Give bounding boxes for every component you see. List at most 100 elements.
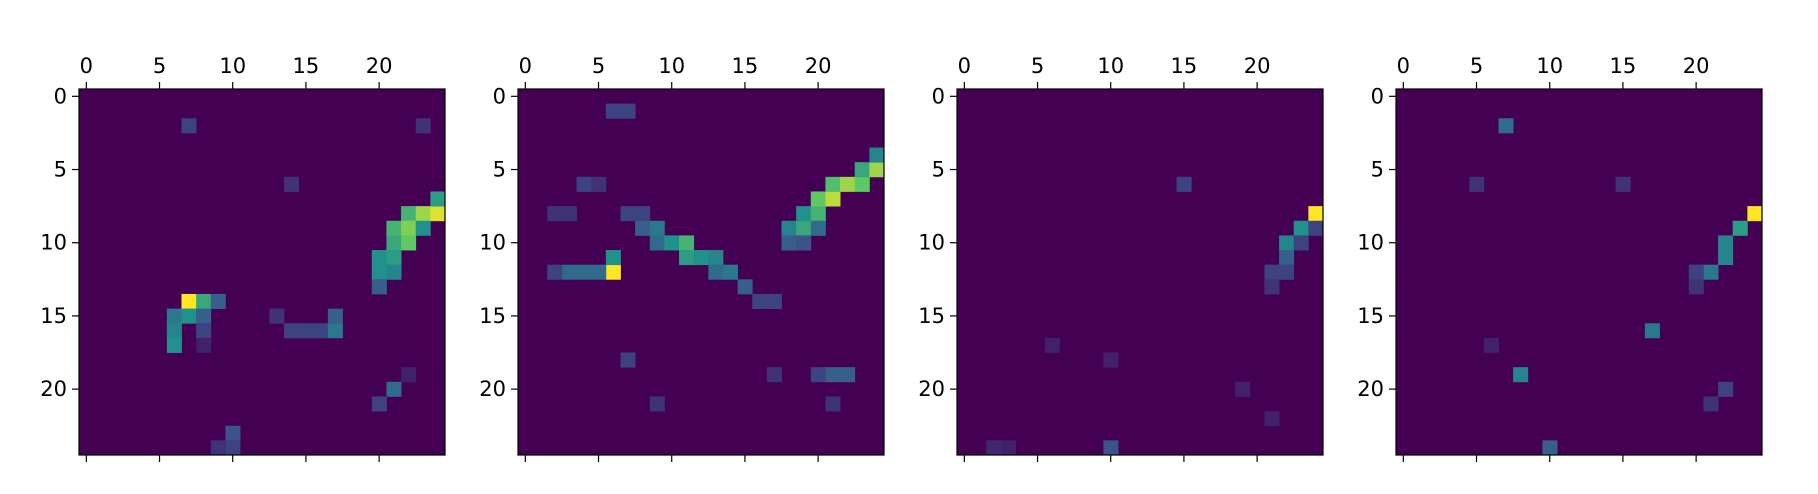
heatmap-cell <box>283 323 299 339</box>
heatmap-cell <box>825 191 841 207</box>
heatmap-cell <box>1293 235 1309 251</box>
heatmap-cell <box>1718 250 1734 266</box>
heatmap-cell <box>327 308 343 324</box>
heatmap-cell <box>430 191 446 207</box>
heatmap-cell <box>1688 264 1704 280</box>
heatmap-cell <box>1279 235 1295 251</box>
heatmap-cell <box>210 293 226 309</box>
heatmap-cell <box>810 367 826 383</box>
heatmap-cell <box>1308 206 1324 222</box>
heatmap-cell <box>576 176 592 192</box>
y-tick-label: 20 <box>1357 377 1384 401</box>
y-tick-label: 0 <box>1371 84 1384 108</box>
heatmap-cell <box>1703 264 1719 280</box>
x-tick-label: 10 <box>1097 54 1124 78</box>
y-tick-label: 20 <box>479 377 506 401</box>
heatmap-cell <box>210 440 226 456</box>
x-tick-label: 15 <box>1610 54 1637 78</box>
heatmap-cell <box>561 206 577 222</box>
heatmap-cell <box>1483 337 1499 353</box>
heatmap-cell <box>1000 440 1016 456</box>
heatmap-cell <box>620 206 636 222</box>
y-tick-label: 20 <box>918 377 945 401</box>
heatmap-cell <box>854 176 870 192</box>
heatmap-cell <box>664 235 680 251</box>
x-tick-label: 0 <box>80 54 93 78</box>
heatmap-cell <box>196 293 212 309</box>
heatmap-cell <box>781 235 797 251</box>
heatmap-cell <box>1293 220 1309 236</box>
heatmap-cell <box>196 323 212 339</box>
heatmap-cell <box>649 396 665 412</box>
y-tick-label: 15 <box>1357 304 1384 328</box>
heatmap-background <box>957 89 1323 455</box>
axes-frame <box>956 88 1324 456</box>
heatmap-cell <box>620 352 636 368</box>
heatmap-cell <box>766 367 782 383</box>
y-tick-label: 5 <box>493 158 506 182</box>
heatmap-cell <box>1718 235 1734 251</box>
x-tick-label: 0 <box>1397 54 1410 78</box>
heatmap-cell <box>605 250 621 266</box>
heatmap-cell <box>401 367 417 383</box>
x-tick-label: 10 <box>658 54 685 78</box>
heatmap-cell <box>825 176 841 192</box>
heatmap-cell <box>722 264 738 280</box>
heatmap-cell <box>766 293 782 309</box>
heatmap-cell <box>591 264 607 280</box>
heatmap-cell <box>796 206 812 222</box>
x-tick-label: 5 <box>153 54 166 78</box>
heatmap-cell <box>1732 220 1748 236</box>
heatmap-cell <box>1703 396 1719 412</box>
heatmap-cell <box>1644 323 1660 339</box>
heatmap-cell <box>269 308 285 324</box>
heatmap-cell <box>1308 220 1324 236</box>
heatmap-cell <box>386 235 402 251</box>
heatmap-cell <box>166 323 182 339</box>
heatmap-cell <box>840 367 856 383</box>
x-tick-label: 20 <box>1244 54 1271 78</box>
heatmap-cell <box>166 308 182 324</box>
heatmap-cell <box>825 396 841 412</box>
heatmap-cell <box>181 293 197 309</box>
heatmap-cell <box>415 220 431 236</box>
heatmap-cell <box>810 220 826 236</box>
heatmap-panel-2: 0 5 10 15 20 0 5 10 15 20 <box>479 54 885 462</box>
heatmap-cell <box>1747 206 1763 222</box>
heatmap-cell <box>386 264 402 280</box>
y-tick-label: 0 <box>932 84 945 108</box>
y-tick-label: 5 <box>932 158 945 182</box>
heatmap-cell <box>1513 367 1529 383</box>
heatmap-cell <box>1235 381 1251 397</box>
heatmap-cell <box>1498 118 1514 134</box>
axes-frame <box>517 88 885 456</box>
heatmap-cell <box>371 279 387 295</box>
x-tick-label: 5 <box>592 54 605 78</box>
heatmap-cell <box>796 235 812 251</box>
x-tick-label: 20 <box>1683 54 1710 78</box>
y-tick-label: 0 <box>493 84 506 108</box>
heatmap-cell <box>415 206 431 222</box>
heatmap-cell <box>371 250 387 266</box>
heatmap-cell <box>181 308 197 324</box>
heatmap-cell <box>810 206 826 222</box>
y-tick-label: 10 <box>479 231 506 255</box>
y-tick-label: 0 <box>54 84 67 108</box>
heatmap-cell <box>708 250 724 266</box>
heatmap-cell <box>196 337 212 353</box>
y-tick-label: 20 <box>40 377 67 401</box>
heatmap-cell <box>1176 176 1192 192</box>
heatmap-cell <box>781 220 797 236</box>
heatmap-cell <box>166 337 182 353</box>
y-tick-label: 5 <box>54 158 67 182</box>
heatmap-cell <box>430 206 446 222</box>
heatmap-cell <box>401 220 417 236</box>
heatmap-cell <box>854 162 870 178</box>
heatmap-cell <box>327 323 343 339</box>
axes-frame <box>78 88 446 456</box>
heatmap-cell <box>1688 279 1704 295</box>
heatmap-cell <box>1279 250 1295 266</box>
x-tick-label: 15 <box>293 54 320 78</box>
heatmap-cell <box>591 176 607 192</box>
